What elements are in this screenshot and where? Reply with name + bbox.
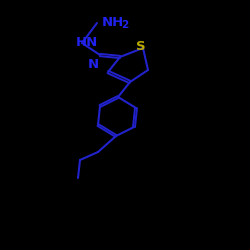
Text: N: N — [88, 58, 99, 71]
Text: S: S — [136, 40, 145, 54]
Text: NH: NH — [102, 16, 124, 28]
Text: HN: HN — [76, 36, 98, 49]
Text: 2: 2 — [121, 20, 128, 30]
